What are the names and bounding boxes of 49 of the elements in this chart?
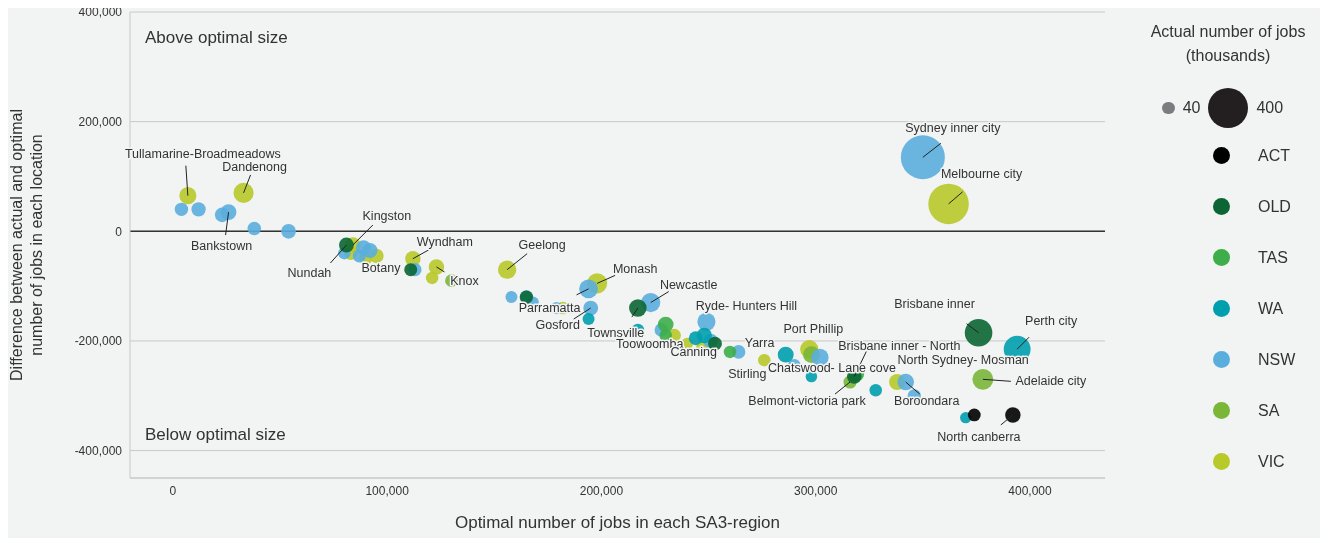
- y-tick-label: 200,000: [78, 114, 123, 129]
- annotation: Melbourne city: [940, 166, 1023, 181]
- y-tick-label: -400,000: [74, 443, 123, 458]
- y-axis-title: Difference between actual and optimal number of jobs in each location: [8, 109, 45, 381]
- annotation: Belmont-victoria park: [748, 394, 867, 409]
- legend-label: 400: [1256, 99, 1284, 117]
- annotation: Bankstown: [190, 239, 253, 254]
- legend-label: OLD: [1258, 197, 1291, 216]
- annotation: Gosford: [535, 318, 580, 333]
- annotation: Botany: [361, 260, 402, 275]
- annotation: Tullamarine-Broadmeadows: [124, 146, 281, 161]
- x-tick-label: 300,000: [794, 483, 838, 498]
- annotation: Stirling: [728, 367, 767, 382]
- legend-label: TAS: [1258, 248, 1288, 267]
- annotation: Kingston: [362, 209, 412, 223]
- annotation: Ryde- Hunters Hill: [695, 298, 798, 313]
- legend-label: 40: [1182, 99, 1201, 117]
- legend-label: NSW: [1258, 350, 1296, 369]
- x-tick-label: 200,000: [579, 483, 624, 498]
- annotation: Perth city: [1025, 314, 1078, 329]
- legend-label: ACT: [1258, 146, 1290, 165]
- annotation: North Sydney- Mosman: [897, 353, 1029, 368]
- x-axis-title: Optimal number of jobs in each SA3-region: [454, 513, 781, 532]
- x-tick-label: 100,000: [365, 483, 410, 498]
- annotation: Below optimal size: [145, 425, 286, 445]
- annotation: North canberra: [937, 429, 1021, 444]
- x-tick-label: 0: [169, 483, 177, 498]
- legend-label: VIC: [1258, 452, 1285, 471]
- annotation: Geelong: [518, 237, 566, 252]
- y-tick-label: 0: [115, 224, 123, 239]
- annotation: Monash: [612, 262, 658, 277]
- annotation: Wyndham: [416, 234, 473, 249]
- annotation: Dandenong: [222, 159, 287, 174]
- annotation: Newcastle: [659, 277, 718, 292]
- annotation: Brisbane inner - North: [838, 338, 961, 353]
- annotation: Port Phillip: [783, 322, 844, 337]
- x-tick-label: 400,000: [1008, 483, 1053, 498]
- annotation: Above optimal size: [145, 28, 288, 48]
- legend-label: SA: [1258, 401, 1280, 420]
- annotation: Boroondara: [894, 394, 960, 409]
- annotation: Nundah: [287, 266, 332, 280]
- annotation: Adelaide city: [1015, 374, 1088, 389]
- annotation: Sydney inner city: [905, 121, 1002, 136]
- y-tick-label: 400,000: [78, 5, 123, 20]
- legend-title: Actual number of jobs (thousands): [1149, 22, 1307, 66]
- legend-label: WA: [1258, 299, 1284, 318]
- y-tick-label: -200,000: [74, 334, 123, 349]
- annotation: Yarra: [744, 335, 775, 350]
- annotation: Brisbane inner: [894, 296, 975, 311]
